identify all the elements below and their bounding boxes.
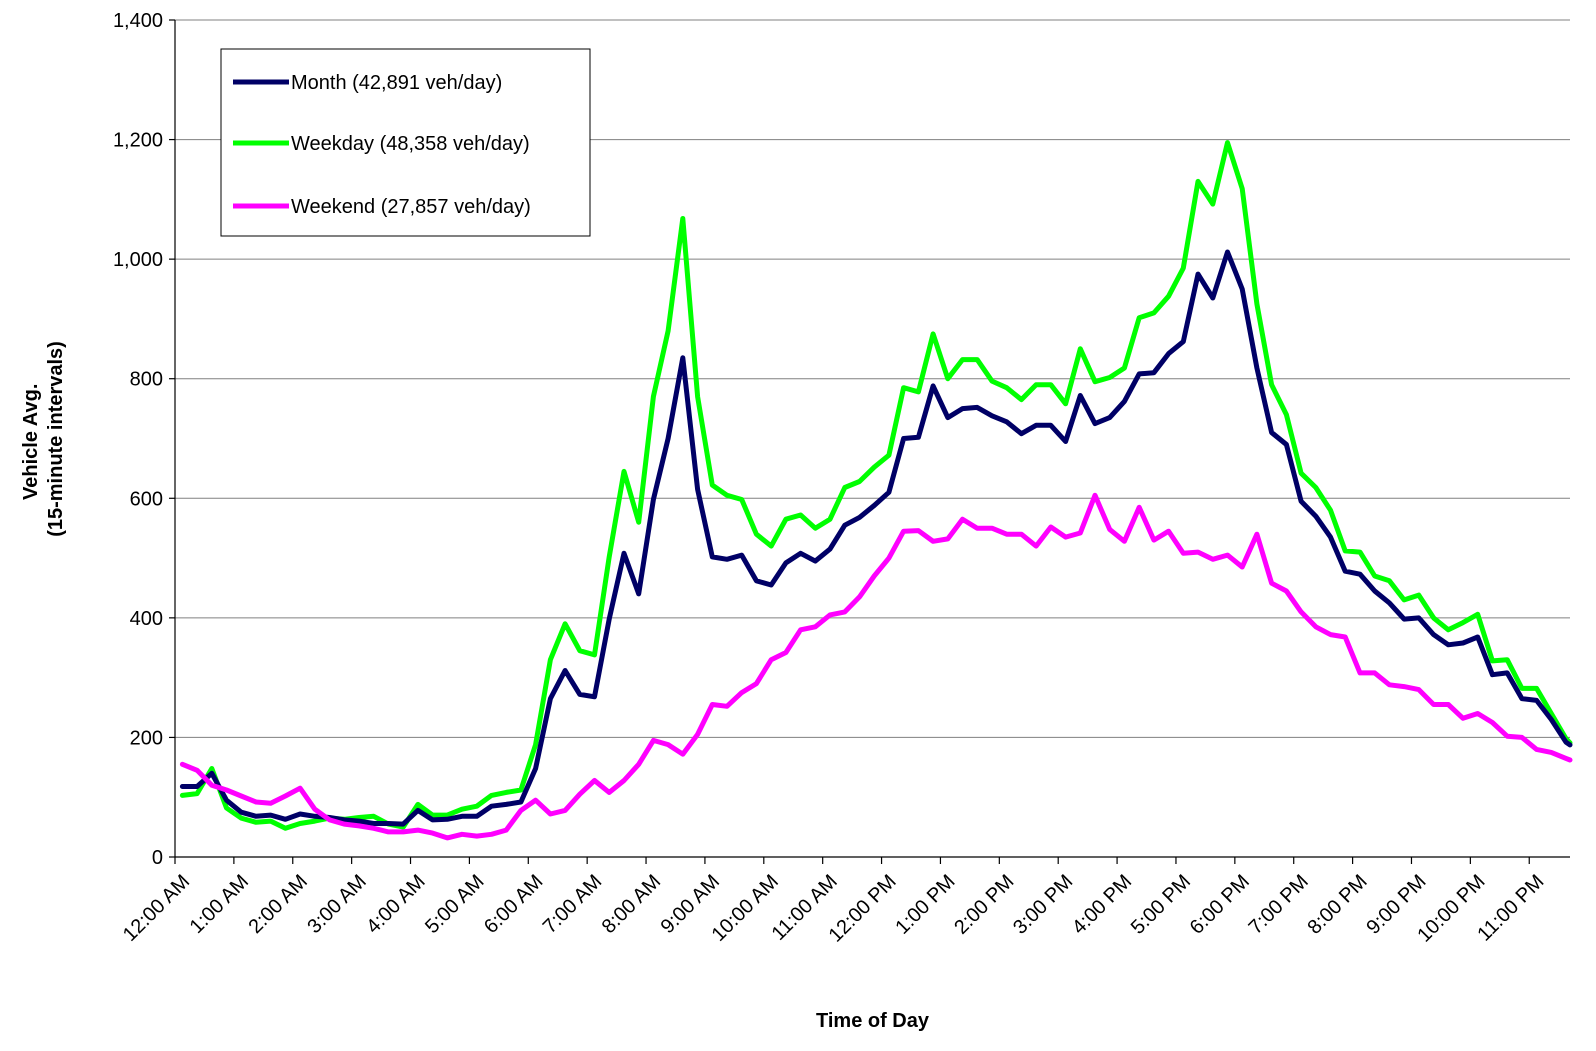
x-tick-label: 3:00 PM xyxy=(1009,871,1077,939)
y-tick-label: 800 xyxy=(130,369,163,391)
x-tick-label: 12:00 AM xyxy=(119,871,194,946)
series-line xyxy=(179,249,1573,827)
series-lines xyxy=(179,140,1573,841)
axes xyxy=(169,19,1570,864)
y-axis-title-line-2: (15-minute intervals) xyxy=(45,341,67,537)
x-tick-label: 8:00 PM xyxy=(1304,871,1372,939)
x-tick-label: 2:00 AM xyxy=(244,871,311,938)
x-tick-labels: 12:00 AM1:00 AM2:00 AM3:00 AM4:00 AM5:00… xyxy=(119,871,1549,947)
x-tick-label: 1:00 PM xyxy=(891,871,959,939)
series-line xyxy=(179,140,1573,831)
x-tick-label: 7:00 AM xyxy=(539,871,606,938)
series-line xyxy=(179,492,1573,841)
y-axis-title: Vehicle Avg. (15-minute intervals) xyxy=(20,341,67,537)
x-tick-label: 8:00 AM xyxy=(598,871,665,938)
y-axis-title-line-1: Vehicle Avg. xyxy=(20,384,42,500)
axis-titles: Time of Day Vehicle Avg. (15-minute inte… xyxy=(20,341,930,1032)
x-tick-label: 5:00 AM xyxy=(421,871,488,938)
legend: Month (42,891 veh/day) Weekday (48,358 ve… xyxy=(220,48,591,237)
x-tick-label: 3:00 AM xyxy=(303,871,370,938)
legend-entry-label: Weekend (27,857 veh/day) xyxy=(291,196,531,218)
x-tick-label: 4:00 PM xyxy=(1068,871,1136,939)
legend-entry-label: Month (42,891 veh/day) xyxy=(291,72,502,94)
y-tick-label: 0 xyxy=(152,847,163,869)
x-tick-label: 1:00 AM xyxy=(186,871,253,938)
x-tick-label: 5:00 PM xyxy=(1127,871,1195,939)
legend-entry-label: Weekday (48,358 veh/day) xyxy=(291,133,530,155)
x-tick-label: 6:00 PM xyxy=(1186,871,1254,939)
x-tick-label: 6:00 AM xyxy=(480,871,547,938)
x-tick-label: 2:00 PM xyxy=(950,871,1018,939)
y-tick-label: 1,400 xyxy=(113,10,163,32)
y-tick-labels: 0 200 400 600 800 1,000 1,200 1,400 xyxy=(113,10,163,869)
x-axis-title: Time of Day xyxy=(816,1010,930,1032)
x-tick-label: 7:00 PM xyxy=(1245,871,1313,939)
y-tick-label: 600 xyxy=(130,488,163,510)
y-tick-label: 400 xyxy=(130,608,163,630)
y-tick-label: 200 xyxy=(130,727,163,749)
x-tick-label: 4:00 AM xyxy=(362,871,429,938)
y-tick-label: 1,200 xyxy=(113,130,163,152)
y-tick-label: 1,000 xyxy=(113,249,163,271)
